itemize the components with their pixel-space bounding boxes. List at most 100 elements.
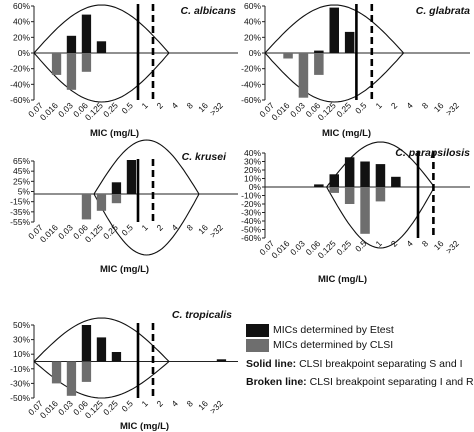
y-tick-label: -50% bbox=[241, 225, 261, 235]
etest-bar bbox=[344, 31, 355, 53]
x-tick-label: 0.5 bbox=[119, 398, 135, 414]
clsi-bar bbox=[329, 187, 339, 193]
etest-distribution-curve bbox=[264, 4, 405, 54]
y-tick-label: 5% bbox=[18, 187, 31, 197]
y-tick-label: 40% bbox=[244, 148, 261, 158]
clsi-bar bbox=[360, 187, 370, 234]
etest-distribution-curve bbox=[93, 139, 200, 195]
y-tick-label: 40% bbox=[244, 17, 261, 27]
y-tick-label: -55% bbox=[10, 217, 30, 227]
etest-distribution-curve bbox=[33, 317, 170, 362]
y-tick-label: 0% bbox=[249, 182, 262, 192]
x-axis-title: MIC (mg/L) bbox=[318, 274, 367, 285]
etest-bar bbox=[344, 157, 355, 188]
y-tick-label: -40% bbox=[241, 79, 261, 89]
x-tick-label: 0.5 bbox=[119, 100, 135, 116]
broken-line-key: Broken line: bbox=[246, 376, 307, 388]
y-tick-label: -40% bbox=[10, 79, 30, 89]
etest-swatch bbox=[246, 324, 269, 337]
clsi-bar bbox=[111, 194, 122, 204]
x-tick-label: 1 bbox=[373, 238, 384, 249]
y-tick-label: -35% bbox=[10, 207, 30, 217]
y-tick-label: 20% bbox=[244, 165, 261, 175]
x-tick-label: 8 bbox=[184, 100, 195, 111]
broken-line-text: CLSI breakpoint separating I and R bbox=[306, 376, 474, 388]
y-tick-label: 30% bbox=[244, 157, 261, 167]
y-tick-label: 60% bbox=[13, 1, 30, 11]
y-tick-label: -60% bbox=[241, 233, 261, 243]
x-tick-label: 16 bbox=[432, 100, 446, 114]
x-tick-label: 8 bbox=[184, 222, 195, 233]
chart-title: C. krusei bbox=[182, 151, 227, 163]
etest-bar bbox=[96, 337, 107, 362]
x-tick-label: >32 bbox=[444, 238, 461, 255]
clsi-bar bbox=[51, 53, 62, 75]
y-tick-label: -60% bbox=[241, 95, 261, 105]
x-tick-label: 1 bbox=[139, 100, 150, 111]
legend-item-clsi: MICs determined by CLSI bbox=[246, 338, 472, 353]
legend: MICs determined by Etest MICs determined… bbox=[246, 323, 474, 389]
y-tick-label: 20% bbox=[13, 32, 30, 42]
x-tick-label: 4 bbox=[404, 238, 415, 249]
y-tick-label: 0% bbox=[18, 48, 31, 58]
x-tick-label: 2 bbox=[154, 100, 165, 111]
y-tick-label: -15% bbox=[10, 197, 30, 207]
x-axis-title: MIC (mg/L) bbox=[90, 128, 139, 139]
clsi-bar bbox=[81, 361, 92, 382]
chart-title: C. tropicalis bbox=[172, 309, 232, 321]
etest-bar bbox=[216, 359, 227, 362]
x-tick-label: 4 bbox=[169, 398, 180, 409]
y-tick-label: 60% bbox=[244, 1, 261, 11]
x-axis-title: MIC (mg/L) bbox=[100, 264, 149, 275]
clsi-bar bbox=[298, 53, 309, 98]
chart-panel-1: 60%40%20%0%-20%-40%-60%0.070.0160.030.06… bbox=[10, 1, 238, 139]
x-axis-title: MIC (mg/L) bbox=[120, 421, 169, 432]
etest-bar bbox=[375, 164, 386, 187]
etest-bar bbox=[96, 41, 107, 54]
x-tick-label: 0.25 bbox=[101, 222, 120, 241]
legend-etest-label: MICs determined by Etest bbox=[273, 324, 394, 336]
etest-bar bbox=[81, 325, 92, 362]
solid-line-text: CLSI breakpoint separating S and I bbox=[296, 358, 463, 370]
x-tick-label: 1 bbox=[139, 398, 150, 409]
x-tick-label: 1 bbox=[139, 222, 150, 233]
y-tick-label: -30% bbox=[241, 208, 261, 218]
etest-distribution-curve bbox=[33, 4, 170, 54]
x-tick-label: 0.5 bbox=[353, 238, 369, 254]
chart-title: C. glabrata bbox=[416, 5, 470, 17]
y-tick-label: 50% bbox=[13, 320, 30, 330]
y-tick-label: -50% bbox=[10, 393, 30, 403]
clsi-bar bbox=[66, 361, 77, 396]
x-tick-label: 0.25 bbox=[334, 238, 353, 257]
etest-distribution-curve bbox=[326, 141, 435, 188]
x-tick-label: 2 bbox=[389, 100, 400, 111]
y-tick-label: 45% bbox=[13, 166, 30, 176]
x-tick-label: 0.25 bbox=[101, 398, 120, 417]
clsi-distribution-curve bbox=[33, 52, 170, 103]
y-tick-label: 30% bbox=[13, 335, 30, 345]
etest-bar bbox=[66, 35, 77, 53]
y-tick-label: 20% bbox=[244, 32, 261, 42]
clsi-bar bbox=[314, 53, 324, 75]
x-tick-label: 8 bbox=[184, 398, 195, 409]
clsi-bar bbox=[283, 53, 293, 59]
y-tick-label: 10% bbox=[244, 174, 261, 184]
x-tick-label: >32 bbox=[444, 100, 461, 117]
solid-line-key: Solid line: bbox=[246, 358, 297, 370]
chart-panel-5: 50%30%10%-10%-30%-50%0.070.0160.030.060.… bbox=[10, 309, 238, 432]
etest-bar bbox=[329, 174, 339, 188]
chart-panel-3: 65%45%25%5%-15%-35%-55%0.070.0160.030.06… bbox=[10, 139, 238, 275]
clsi-distribution-curve bbox=[326, 186, 435, 249]
x-tick-label: 0.03 bbox=[288, 238, 307, 257]
x-tick-label: 4 bbox=[404, 100, 415, 111]
clsi-bar bbox=[81, 194, 92, 220]
etest-bar bbox=[111, 182, 122, 194]
clsi-bar bbox=[96, 194, 107, 211]
y-tick-label: -20% bbox=[10, 64, 30, 74]
x-tick-label: >32 bbox=[208, 222, 225, 239]
etest-bar bbox=[391, 176, 401, 187]
legend-clsi-label: MICs determined by CLSI bbox=[273, 339, 394, 351]
y-tick-label: 65% bbox=[13, 156, 30, 166]
y-tick-label: -20% bbox=[241, 199, 261, 209]
y-tick-label: -30% bbox=[10, 378, 30, 388]
